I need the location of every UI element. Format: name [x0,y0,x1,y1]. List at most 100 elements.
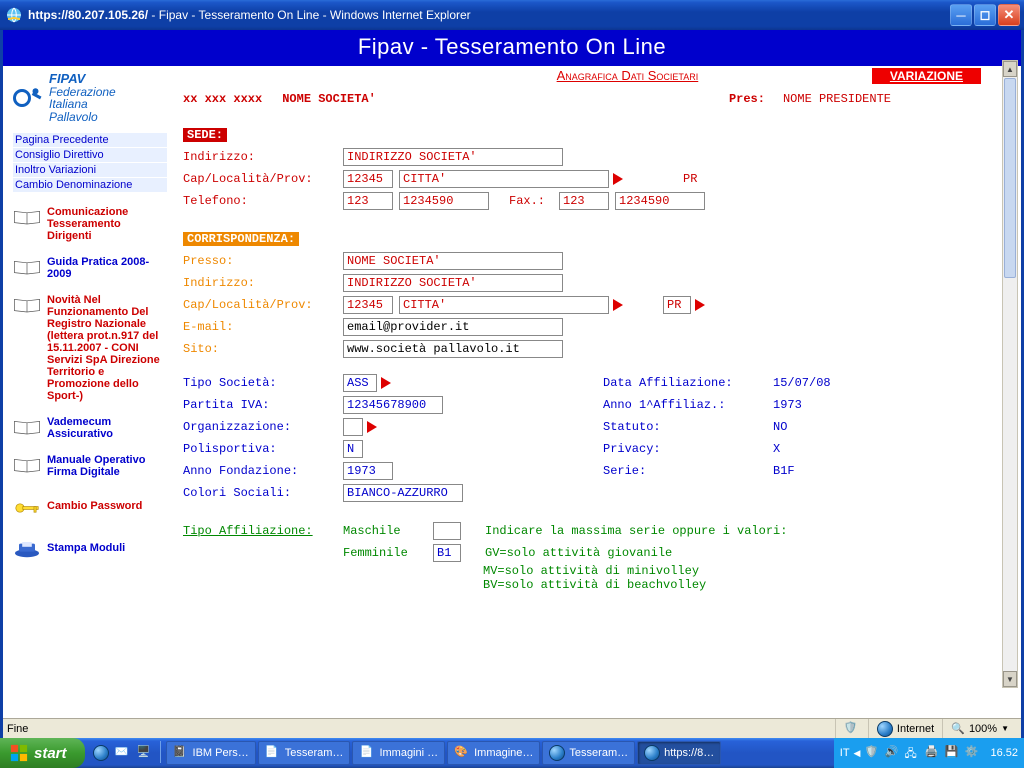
doc-cambio-pw: Cambio Password [13,500,167,516]
nav-cambio-denom[interactable]: Cambio Denominazione [13,178,167,192]
nav-inoltro[interactable]: Inoltro Variazioni [13,163,167,177]
titlebar[interactable]: https://80.207.105.26/ - Fipav - Tessera… [0,0,1024,30]
doc-link[interactable]: Manuale Operativo Firma Digitale [47,454,167,478]
tray-icon[interactable]: 💾 [944,745,960,761]
taskbar-item[interactable]: 📓 IBM Pers… [166,741,256,765]
sede-citta-input[interactable] [399,170,609,188]
doc-stampa: Stampa Moduli [13,542,167,558]
tray-lang[interactable]: IT [840,747,850,759]
statuto-label: Statuto: [603,420,773,434]
doc-link[interactable]: Guida Pratica 2008-2009 [47,256,167,280]
doc-comunicazione: Comunicazione Tesseramento Dirigenti [13,206,167,242]
quicklaunch-divider [160,741,161,763]
president-label: Pres: [729,92,765,106]
colori-input[interactable] [343,484,463,502]
book-icon [13,418,41,436]
scroll-up-icon[interactable]: ▲ [1003,61,1017,77]
lookup-icon[interactable] [367,421,377,433]
corr-prov-input[interactable] [663,296,691,314]
taskbar-item[interactable]: Tesseram… [542,741,635,765]
corr-clp-label: Cap/Località/Prov: [183,298,343,312]
corr-citta-input[interactable] [399,296,609,314]
taskbar-item[interactable]: 📄Tesseram… [258,741,351,765]
society-line: xx xxx xxxx NOME SOCIETA' Pres: NOME PRE… [183,92,1011,106]
sede-tel-input[interactable] [399,192,489,210]
tipo-soc-input[interactable] [343,374,377,392]
word-icon: 📄 [265,745,281,761]
lookup-icon[interactable] [695,299,705,311]
anno-fond-label: Anno Fondazione: [183,464,343,478]
taskbar-item[interactable]: 🎨Immagine… [447,741,540,765]
doc-link[interactable]: Novità Nel Funzionamento Del Registro Na… [47,294,167,402]
sede-tel-pref-input[interactable] [343,192,393,210]
quicklaunch-desktop[interactable]: 🖥️ [135,741,155,765]
sede-fax-input[interactable] [615,192,705,210]
nav-consiglio[interactable]: Consiglio Direttivo [13,148,167,162]
doc-link[interactable]: Comunicazione Tesseramento Dirigenti [47,206,167,242]
status-security: 🛡️ [835,719,868,738]
fipav-logo-icon [13,83,43,113]
corr-email-input[interactable] [343,318,563,336]
affil-mv: MV=solo attività di minivolley [483,564,1011,578]
corr-cap-input[interactable] [343,296,393,314]
sede-indirizzo-input[interactable] [343,148,563,166]
doc-link[interactable]: Vademecum Assicurativo [47,416,167,440]
tray-icon[interactable]: 🛡️ [864,745,880,761]
taskbar-item[interactable]: 📄Immagini … [352,741,445,765]
taskbar-item-active[interactable]: https://8… [637,741,721,765]
corr-presso-input[interactable] [343,252,563,270]
doc-link[interactable]: Cambio Password [47,500,142,512]
scroll-down-icon[interactable]: ▼ [1003,671,1017,687]
minimize-button[interactable]: ─ [950,4,972,26]
lookup-icon[interactable] [381,377,391,389]
anagrafica-link[interactable]: Anagrafica Dati Societari [557,68,699,83]
mail-icon: ✉️ [115,745,131,761]
doc-novita: Novità Nel Funzionamento Del Registro Na… [13,294,167,402]
tray-icon[interactable]: 🖧 [904,745,920,761]
lookup-icon[interactable] [613,299,623,311]
piva-input[interactable] [343,396,443,414]
maximize-button[interactable]: ◻ [974,4,996,26]
sede-cap-input[interactable] [343,170,393,188]
society-name: NOME SOCIETA' [282,92,376,106]
tray-icon[interactable]: ⚙️ [964,745,980,761]
polis-input[interactable] [343,440,363,458]
sede-indirizzo-label: Indirizzo: [183,150,343,164]
window-url: https://80.207.105.26/ [28,8,148,22]
start-label: start [34,745,67,762]
paint-icon: 🎨 [454,745,470,761]
serie-label: Serie: [603,464,773,478]
anno-fond-input[interactable] [343,462,393,480]
page: Fipav - Tesseramento On Line FIPAV [3,30,1021,718]
close-button[interactable]: ✕ [998,4,1020,26]
scroll-thumb[interactable] [1004,78,1016,278]
corr-indirizzo-input[interactable] [343,274,563,292]
system-tray[interactable]: IT ◀ 🛡️ 🔊 🖧 🖨️ 💾 ⚙️ 16.52 [834,738,1024,768]
sede-fax-pref-input[interactable] [559,192,609,210]
start-button[interactable]: start [0,738,85,768]
nav-prev-page[interactable]: Pagina Precedente [13,133,167,147]
zoom-icon: 🔍 [951,722,965,735]
lookup-icon[interactable] [613,173,623,185]
org-input[interactable] [343,418,363,436]
tray-clock[interactable]: 16.52 [990,747,1018,759]
tray-icon[interactable]: 🖨️ [924,745,940,761]
corr-sito-input[interactable] [343,340,563,358]
status-zoom[interactable]: 🔍 100% ▼ [942,719,1017,738]
main-form: Anagrafica Dati Societari VARIAZIONE xx … [173,66,1021,602]
globe-icon [877,721,893,737]
vertical-scrollbar[interactable]: ▲ ▼ [1002,60,1018,688]
tray-icon[interactable]: 🔊 [884,745,900,761]
quicklaunch-ie[interactable] [91,741,111,765]
desktop-icon: 🖥️ [137,745,153,761]
corr-header: CORRISPONDENZA: [183,232,299,246]
app-icon: 📓 [173,745,189,761]
book-icon [13,208,41,226]
maschile-input[interactable] [433,522,461,540]
taskbar-item-label: IBM Pers… [193,747,249,759]
quicklaunch-mail[interactable]: ✉️ [113,741,133,765]
affil-bv: BV=solo attività di beachvolley [483,578,1011,592]
doc-link[interactable]: Stampa Moduli [47,542,125,554]
tray-chevron-icon[interactable]: ◀ [854,748,861,759]
femminile-input[interactable] [433,544,461,562]
